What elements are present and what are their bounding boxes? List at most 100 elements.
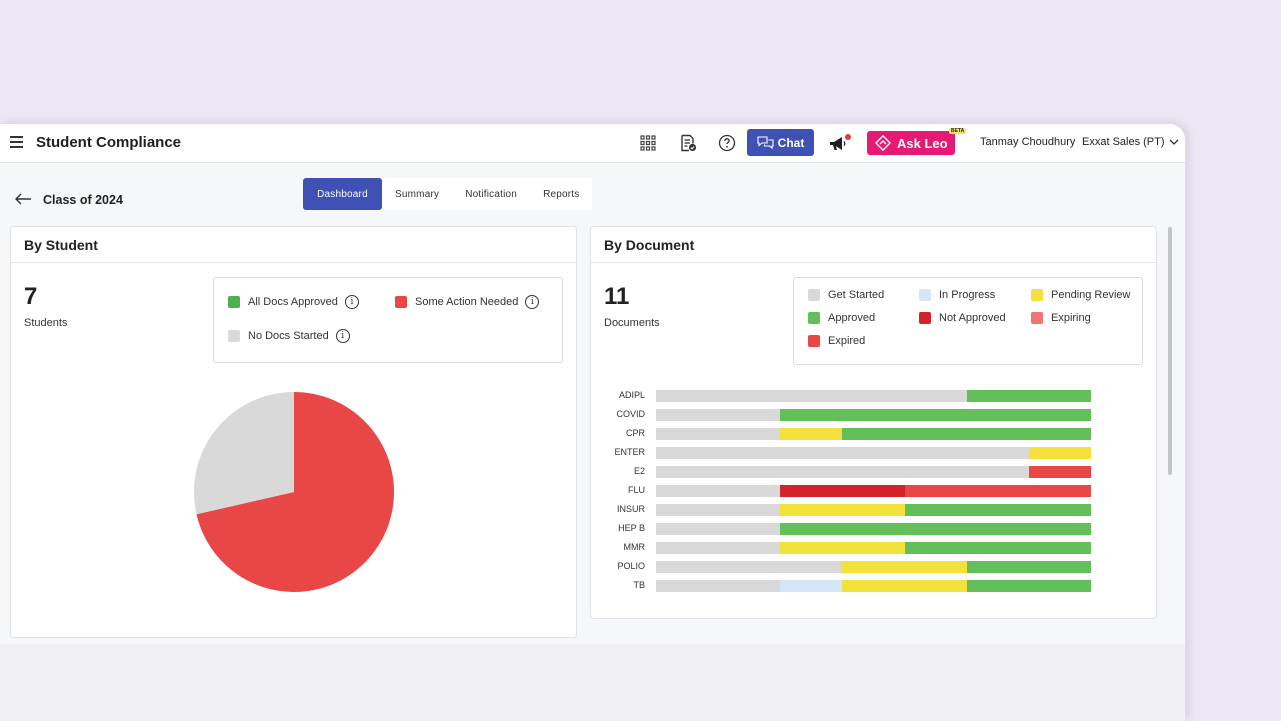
bar-segment-pending-review[interactable] [780,428,843,440]
bar-segment-get-started[interactable] [656,428,781,440]
scrollbar[interactable] [1168,227,1172,475]
legend-item-some-action-needed: Some Action Needed i [395,295,540,309]
bar-segment-pending-review[interactable] [842,580,967,592]
legend-swatch [919,312,931,324]
apps-grid-icon[interactable] [639,134,657,152]
by-student-title: By Student [11,227,576,263]
bar-row: CPR [591,428,1111,440]
legend-swatch [919,289,931,301]
bottom-strip [0,644,1185,721]
legend-item-expired: Expired [808,335,865,347]
legend-swatch [808,289,820,301]
bar-segment-expired[interactable] [1028,466,1091,478]
bar-track [656,428,1091,440]
bar-segment-get-started[interactable] [656,561,843,573]
bar-segment-get-started[interactable] [656,409,781,421]
legend-item-no-docs-started: No Docs Started i [228,329,350,343]
tab-summary[interactable]: Summary [395,188,440,200]
ask-leo-button[interactable]: Ask Leo [867,131,955,155]
info-icon[interactable]: i [525,295,540,309]
bar-segment-get-started[interactable] [656,466,1029,478]
student-pie-chart [194,392,394,592]
by-student-card: By Student 7 Students All Docs Approved … [10,226,577,638]
bar-segment-approved[interactable] [904,504,1091,516]
tab-notification[interactable]: Notification [465,188,518,200]
by-document-card: By Document 11 Documents Get Started In … [590,226,1157,619]
bar-track [656,390,1091,402]
legend-item-approved: Approved [808,312,875,324]
document-bar-chart: ADIPL COVID CPR ENTER E2 FLU INSUR HEP B MMR POLI… [591,390,1131,600]
bar-row: ENTER [591,447,1111,459]
document-count-label: Documents [604,317,660,329]
help-icon[interactable] [718,134,736,152]
bar-track [656,523,1091,535]
bar-track [656,561,1091,573]
bar-segment-get-started[interactable] [656,504,781,516]
bar-segment-approved[interactable] [904,542,1091,554]
legend-swatch [808,312,820,324]
bar-label: FLU [627,485,645,495]
bar-label: ADIPL [618,390,645,400]
student-legend: All Docs Approved i Some Action Needed i… [213,277,563,363]
student-count-label: Students [24,317,68,329]
document-check-icon[interactable] [679,134,697,152]
legend-swatch [228,296,240,308]
bar-segment-approved[interactable] [966,580,1091,592]
bar-track [656,485,1091,497]
notification-dot [845,134,851,140]
bar-segment-pending-review[interactable] [780,542,905,554]
bar-segment-get-started[interactable] [656,390,967,402]
bar-segment-pending-review[interactable] [780,504,905,516]
bar-segment-approved[interactable] [780,523,1091,535]
bar-row: INSUR [591,504,1111,516]
menu-icon[interactable] [10,136,23,148]
bar-segment-approved[interactable] [966,561,1091,573]
chat-button[interactable]: Chat [747,129,814,156]
bar-track [656,447,1091,459]
bar-label: E2 [633,466,645,476]
announcement-button[interactable] [828,134,851,154]
student-count: 7 [24,283,38,310]
bar-track [656,542,1091,554]
bar-row: ADIPL [591,390,1111,402]
legend-swatch [1031,289,1043,301]
pie-slice-no-docs-started[interactable] [194,392,294,515]
bar-segment-approved[interactable] [780,409,1091,421]
bar-segment-in-progress[interactable] [780,580,843,592]
document-count: 11 [604,283,630,310]
info-icon[interactable]: i [335,329,350,343]
back-arrow-icon[interactable] [14,192,32,206]
tab-reports[interactable]: Reports [543,188,580,200]
chevron-down-icon[interactable] [1168,137,1180,147]
legend-swatch [228,330,240,342]
bar-segment-get-started[interactable] [656,580,781,592]
legend-swatch [395,296,407,308]
legend-label: Approved [828,312,876,324]
legend-label: In Progress [939,289,996,301]
legend-label: No Docs Started [248,330,329,342]
bar-segment-pending-review[interactable] [842,561,967,573]
bar-segment-get-started[interactable] [656,542,781,554]
bar-segment-get-started[interactable] [656,523,781,535]
legend-label: All Docs Approved [248,296,338,308]
bar-row: FLU [591,485,1111,497]
bar-segment-approved[interactable] [966,390,1091,402]
bar-segment-expired[interactable] [904,485,1091,497]
bar-segment-not-approved[interactable] [780,485,905,497]
bar-segment-get-started[interactable] [656,447,1029,459]
tab-dashboard[interactable]: Dashboard [303,178,382,210]
bar-segment-approved[interactable] [842,428,1091,440]
bar-label: TB [633,580,645,590]
legend-item-get-started: Get Started [808,289,884,301]
pie-slice-some-action-needed[interactable] [196,392,394,592]
bar-row: E2 [591,466,1111,478]
legend-item-in-progress: In Progress [919,289,995,301]
info-icon[interactable]: i [344,295,359,309]
bar-track [656,409,1091,421]
user-name[interactable]: Tanmay Choudhury [980,136,1076,148]
bar-label: ENTER [614,447,645,457]
bar-segment-get-started[interactable] [656,485,781,497]
legend-label: Get Started [828,289,885,301]
bar-segment-pending-review[interactable] [1028,447,1091,459]
org-name[interactable]: Exxat Sales (PT) [1082,136,1165,148]
